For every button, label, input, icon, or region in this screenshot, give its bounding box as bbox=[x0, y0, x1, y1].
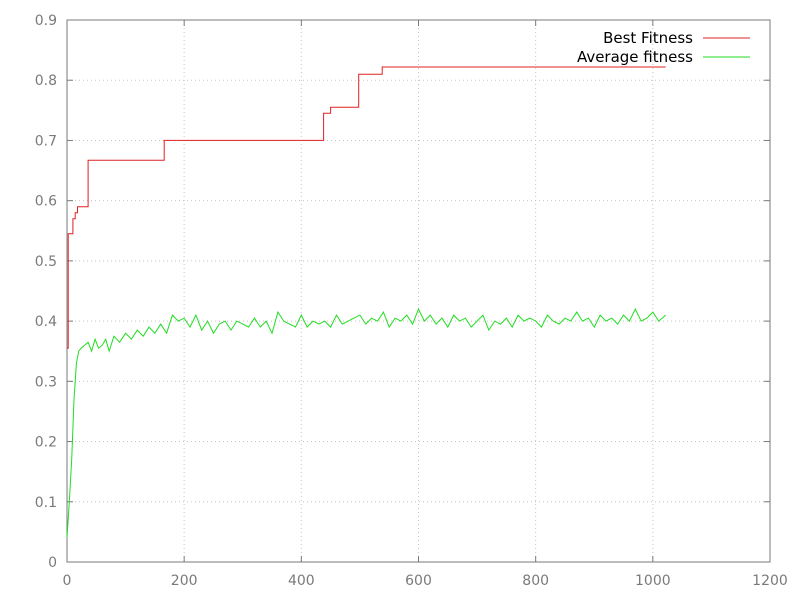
y-tick-label: 0.2 bbox=[35, 435, 57, 451]
y-tick-label: 0.4 bbox=[35, 314, 57, 330]
y-tick-label: 0 bbox=[48, 555, 57, 571]
x-tick-label: 1200 bbox=[752, 573, 788, 589]
x-tick-label: 600 bbox=[405, 573, 432, 589]
x-tick-label: 0 bbox=[63, 573, 72, 589]
grid bbox=[67, 20, 770, 562]
axis-ticks: 0 200 400 600 800 1000 1200 0 0.1 0.2 0.3 0.4 0.5 0.6… bbox=[35, 13, 788, 589]
y-tick-label: 0.8 bbox=[35, 73, 57, 89]
y-tick-label: 0.5 bbox=[35, 254, 57, 270]
x-tick-label: 1000 bbox=[635, 573, 671, 589]
legend-label: Average fitness bbox=[577, 48, 693, 66]
series-line-best-fitness bbox=[67, 66, 666, 349]
series-lines bbox=[66, 66, 667, 538]
y-tick-label: 0.9 bbox=[35, 13, 57, 29]
legend-label: Best Fitness bbox=[603, 29, 693, 47]
y-tick-label: 0.1 bbox=[35, 495, 57, 511]
y-tick-label: 0.7 bbox=[35, 133, 57, 149]
x-tick-label: 400 bbox=[288, 573, 315, 589]
x-tick-label: 800 bbox=[522, 573, 549, 589]
series-line-average-fitness bbox=[66, 307, 667, 538]
y-tick-label: 0.3 bbox=[35, 374, 57, 390]
y-tick-label: 0.6 bbox=[35, 194, 57, 210]
x-tick-label: 200 bbox=[171, 573, 198, 589]
